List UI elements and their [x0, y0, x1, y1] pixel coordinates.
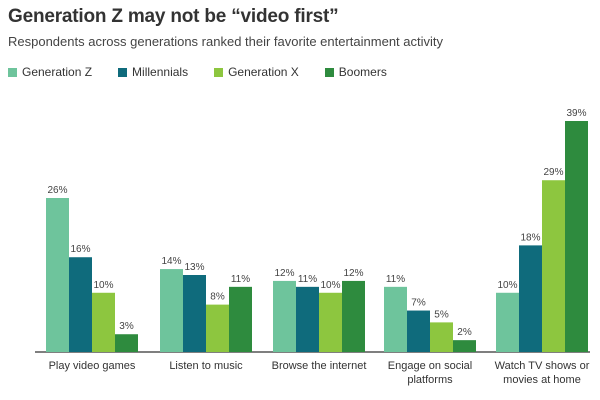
value-label-generation-z-play-video-games: 26% [47, 185, 67, 196]
bar-millennials-listen-to-music [183, 275, 206, 352]
bar-generation-z-browse-the-internet [273, 280, 296, 352]
bar-millennials-browse-the-internet [296, 286, 319, 352]
bar-generation-z-play-video-games [46, 198, 69, 352]
value-label-generation-x-browse-the-internet: 10% [320, 280, 340, 291]
legend-label-generation-z: Generation Z [22, 65, 93, 79]
chart-title: Generation Z may not be “video first” [8, 6, 339, 27]
value-label-millennials-listen-to-music: 13% [184, 262, 204, 273]
bar-generation-z-engage-on-social-platforms [384, 286, 407, 352]
category-label-engage-on-social-platforms-line-1: Engage on social [388, 360, 472, 372]
legend-item-millennials: Millennials [118, 65, 188, 79]
legend-swatch-boomers [324, 67, 334, 77]
bar-boomers-browse-the-internet [342, 280, 365, 352]
value-label-generation-x-engage-on-social-platforms: 5% [434, 309, 449, 320]
bar-generation-x-browse-the-internet [319, 292, 342, 352]
legend-item-generation-z: Generation Z [8, 65, 92, 79]
legend-swatch-millennials [118, 67, 128, 77]
value-label-boomers-listen-to-music: 11% [231, 274, 250, 285]
legend-swatch-generation-z [8, 67, 17, 77]
chart-legend: Generation Z Millennials Generation X Bo… [8, 65, 413, 79]
bar-boomers-watch-tv-shows-or-movies-at-home [565, 121, 588, 352]
bar-boomers-engage-on-social-platforms [453, 340, 476, 352]
value-label-millennials-play-video-games: 16% [70, 244, 90, 255]
value-label-boomers-watch-tv-shows-or-movies-at-home: 39% [566, 108, 586, 119]
value-label-generation-z-engage-on-social-platforms: 11% [386, 274, 405, 285]
value-label-generation-x-play-video-games: 10% [93, 280, 113, 291]
value-label-generation-x-watch-tv-shows-or-movies-at-home: 29% [543, 167, 563, 178]
bar-generation-x-engage-on-social-platforms [430, 322, 453, 352]
bar-generation-z-listen-to-music [160, 269, 183, 352]
category-label-play-video-games: Play video games [49, 360, 136, 372]
category-label-engage-on-social-platforms-line-2: platforms [407, 374, 453, 386]
legend-item-generation-x: Generation X [214, 65, 299, 79]
category-label-watch-tv-shows-or-movies-at-home-line-2: movies at home [503, 374, 581, 386]
bar-generation-z-watch-tv-shows-or-movies-at-home [496, 292, 519, 352]
category-label-listen-to-music: Listen to music [169, 360, 243, 372]
value-label-generation-z-browse-the-internet: 12% [274, 268, 294, 279]
value-label-boomers-engage-on-social-platforms: 2% [457, 327, 472, 338]
legend-label-boomers: Boomers [338, 65, 387, 79]
value-label-generation-z-watch-tv-shows-or-movies-at-home: 10% [497, 280, 517, 291]
value-label-generation-z-listen-to-music: 14% [161, 256, 181, 267]
category-label-watch-tv-shows-or-movies-at-home-line-1: Watch TV shows or [495, 360, 590, 372]
legend-label-millennials: Millennials [132, 65, 189, 79]
value-label-boomers-browse-the-internet: 12% [343, 268, 363, 279]
bar-generation-x-watch-tv-shows-or-movies-at-home [542, 180, 565, 352]
legend-swatch-generation-x [214, 67, 224, 77]
bar-millennials-play-video-games [69, 257, 92, 352]
legend-label-generation-x: Generation X [228, 65, 299, 79]
bar-boomers-play-video-games [115, 334, 138, 352]
bar-millennials-engage-on-social-platforms [407, 310, 430, 352]
category-label-browse-the-internet: Browse the internet [272, 360, 367, 372]
value-label-millennials-browse-the-internet: 11% [298, 274, 317, 285]
chart-subtitle: Respondents across generations ranked th… [8, 34, 444, 49]
bar-boomers-listen-to-music [229, 286, 252, 352]
bar-generation-x-listen-to-music [206, 304, 229, 352]
value-label-boomers-play-video-games: 3% [119, 321, 134, 332]
value-label-millennials-engage-on-social-platforms: 7% [411, 298, 426, 309]
bar-generation-x-play-video-games [92, 292, 115, 352]
value-label-millennials-watch-tv-shows-or-movies-at-home: 18% [520, 232, 540, 243]
legend-item-boomers: Boomers [324, 65, 387, 79]
value-label-generation-x-listen-to-music: 8% [210, 292, 225, 303]
bar-millennials-watch-tv-shows-or-movies-at-home [519, 245, 542, 352]
